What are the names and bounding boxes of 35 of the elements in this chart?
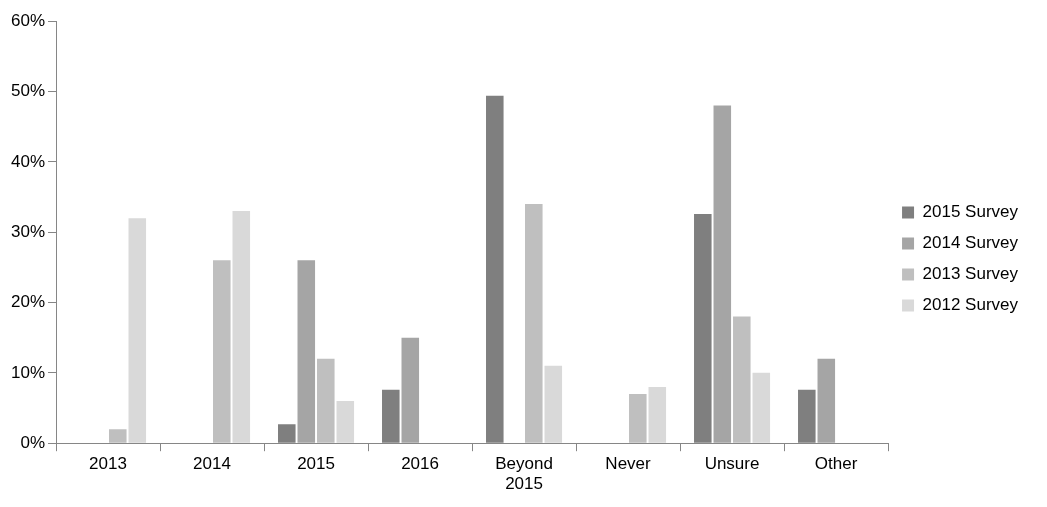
x-tick-label: 2014 — [193, 454, 231, 474]
x-tick-label: 2016 — [401, 454, 439, 474]
bar — [544, 365, 563, 443]
bar — [128, 218, 147, 443]
legend-label: 2012 Survey — [922, 295, 1019, 315]
bar — [629, 393, 647, 443]
bar — [336, 401, 355, 443]
y-tick-label: 10% — [10, 362, 46, 382]
bar — [525, 204, 543, 443]
bar — [817, 358, 836, 443]
legend-label: 2014 Survey — [922, 233, 1019, 253]
bar — [733, 316, 751, 443]
bar — [713, 105, 732, 443]
x-tick-label: 2013 — [89, 454, 127, 474]
y-tick-label: 50% — [10, 81, 46, 101]
bar — [648, 386, 667, 443]
bar — [297, 260, 316, 443]
bar — [213, 260, 231, 443]
bar — [317, 358, 335, 443]
y-tick-label: 0% — [20, 432, 46, 452]
legend-label: 2015 Survey — [922, 202, 1019, 222]
x-tick-label: Other — [814, 454, 858, 474]
x-tick-label: Beyond 2015 — [495, 454, 553, 494]
y-tick-label: 30% — [10, 221, 46, 241]
bar — [109, 429, 127, 443]
y-tick-label: 40% — [10, 151, 46, 171]
legend-label: 2013 Survey — [922, 264, 1019, 284]
bar — [752, 372, 771, 443]
y-tick-label: 60% — [10, 10, 46, 30]
y-tick-label: 20% — [10, 292, 46, 312]
x-tick-label: Unsure — [704, 454, 760, 474]
bar — [232, 211, 251, 443]
x-tick-label: 2015 — [297, 454, 335, 474]
x-tick-label: Never — [605, 454, 652, 474]
bar — [401, 337, 420, 443]
